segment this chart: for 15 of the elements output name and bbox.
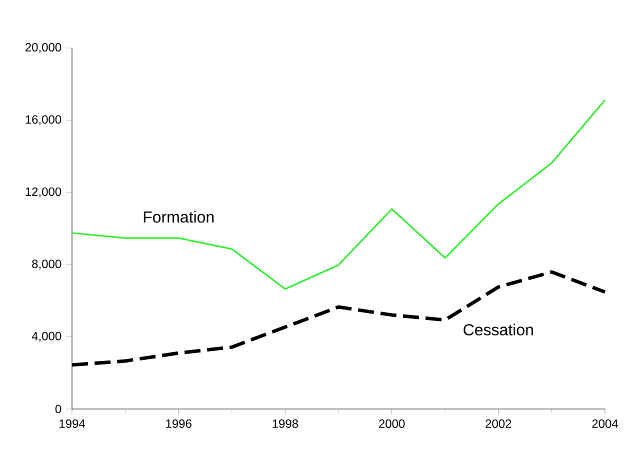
- y-tick-label: 20,000: [26, 43, 62, 53]
- series-label: Formation: [144, 210, 214, 223]
- x-tick-label: 1994: [60, 419, 85, 428]
- y-tick-label: 8,000: [32, 260, 62, 270]
- line-series: [71, 99, 606, 290]
- y-tick-label: 4,000: [32, 332, 62, 342]
- series-label: Cessation: [464, 324, 533, 336]
- x-tick-label: 1998: [272, 419, 298, 428]
- x-tick-label: 2000: [379, 419, 405, 428]
- x-tick-label: 2004: [592, 419, 618, 428]
- x-tick-label: 2002: [486, 419, 512, 428]
- y-tick-label: 12,000: [26, 187, 62, 198]
- y-tick-label: 16,000: [26, 115, 62, 126]
- y-tick-label: 0: [55, 404, 62, 414]
- x-tick-label: 1996: [166, 419, 192, 428]
